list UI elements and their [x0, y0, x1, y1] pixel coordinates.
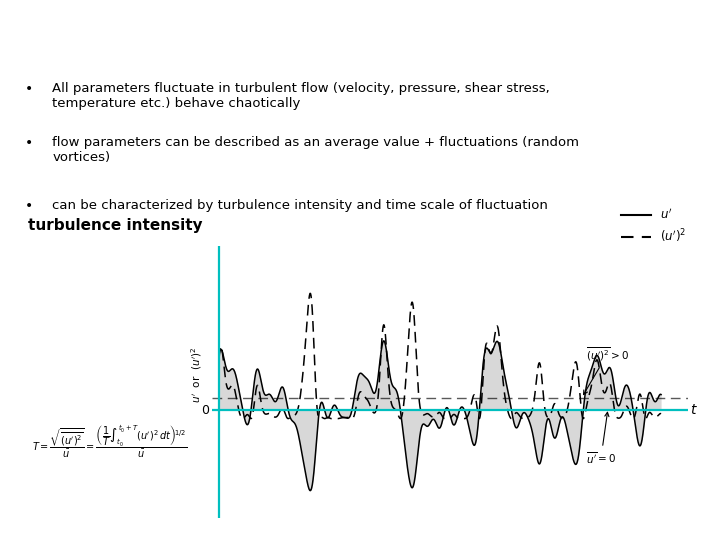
- Text: •: •: [24, 82, 33, 96]
- Text: $\overline{(u^{\prime})^2} > 0$: $\overline{(u^{\prime})^2} > 0$: [583, 345, 629, 395]
- Legend: $u'$, $(u')^2$: $u'$, $(u')^2$: [616, 202, 691, 250]
- Text: turbulence intensity: turbulence intensity: [28, 218, 203, 233]
- Text: $t$: $t$: [690, 403, 698, 417]
- Text: can be characterized by turbulence intensity and time scale of fluctuation: can be characterized by turbulence inten…: [53, 199, 549, 212]
- Text: Fluctuation in turbulent flow: Fluctuation in turbulent flow: [86, 16, 634, 54]
- Text: $u'$  or  $(u')^2$: $u'$ or $(u')^2$: [189, 346, 204, 403]
- Text: 0: 0: [202, 404, 210, 417]
- Text: $T = \dfrac{\sqrt{\overline{(u^{\prime})^2}}}{\bar{u}} = \dfrac{\left(\dfrac{1}{: $T = \dfrac{\sqrt{\overline{(u^{\prime})…: [32, 423, 187, 460]
- Text: •: •: [24, 136, 33, 150]
- Text: $\overline{u'} = 0$: $\overline{u'} = 0$: [586, 412, 616, 466]
- Text: •: •: [24, 199, 33, 213]
- Text: All parameters fluctuate in turbulent flow (velocity, pressure, shear stress,
te: All parameters fluctuate in turbulent fl…: [53, 82, 550, 110]
- Text: flow parameters can be described as an average value + fluctuations (random
vort: flow parameters can be described as an a…: [53, 136, 580, 164]
